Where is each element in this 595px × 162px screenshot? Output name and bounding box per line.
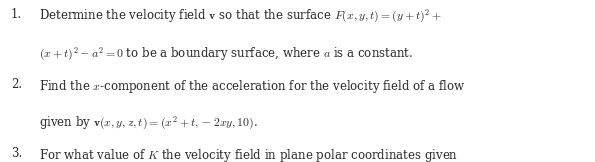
Text: given by $\mathbf{v}(x, y, z, t) = (x^2 + t, -2xy, 10)$.: given by $\mathbf{v}(x, y, z, t) = (x^2 … [39,115,258,132]
Text: $(x + t)^2 - a^2 = 0$ to be a boundary surface, where $a$ is a constant.: $(x + t)^2 - a^2 = 0$ to be a boundary s… [39,45,413,63]
Text: Find the $x$-component of the acceleration for the velocity field of a flow: Find the $x$-component of the accelerati… [39,78,465,95]
Text: Determine the velocity field $\mathbf{v}$ so that the surface $F(x, y, t) = (y+t: Determine the velocity field $\mathbf{v}… [39,8,442,25]
Text: For what value of $K$ the velocity field in plane polar coordinates given: For what value of $K$ the velocity field… [39,147,458,162]
Text: 2.: 2. [11,78,22,91]
Text: 3.: 3. [11,147,22,160]
Text: 1.: 1. [11,8,22,21]
